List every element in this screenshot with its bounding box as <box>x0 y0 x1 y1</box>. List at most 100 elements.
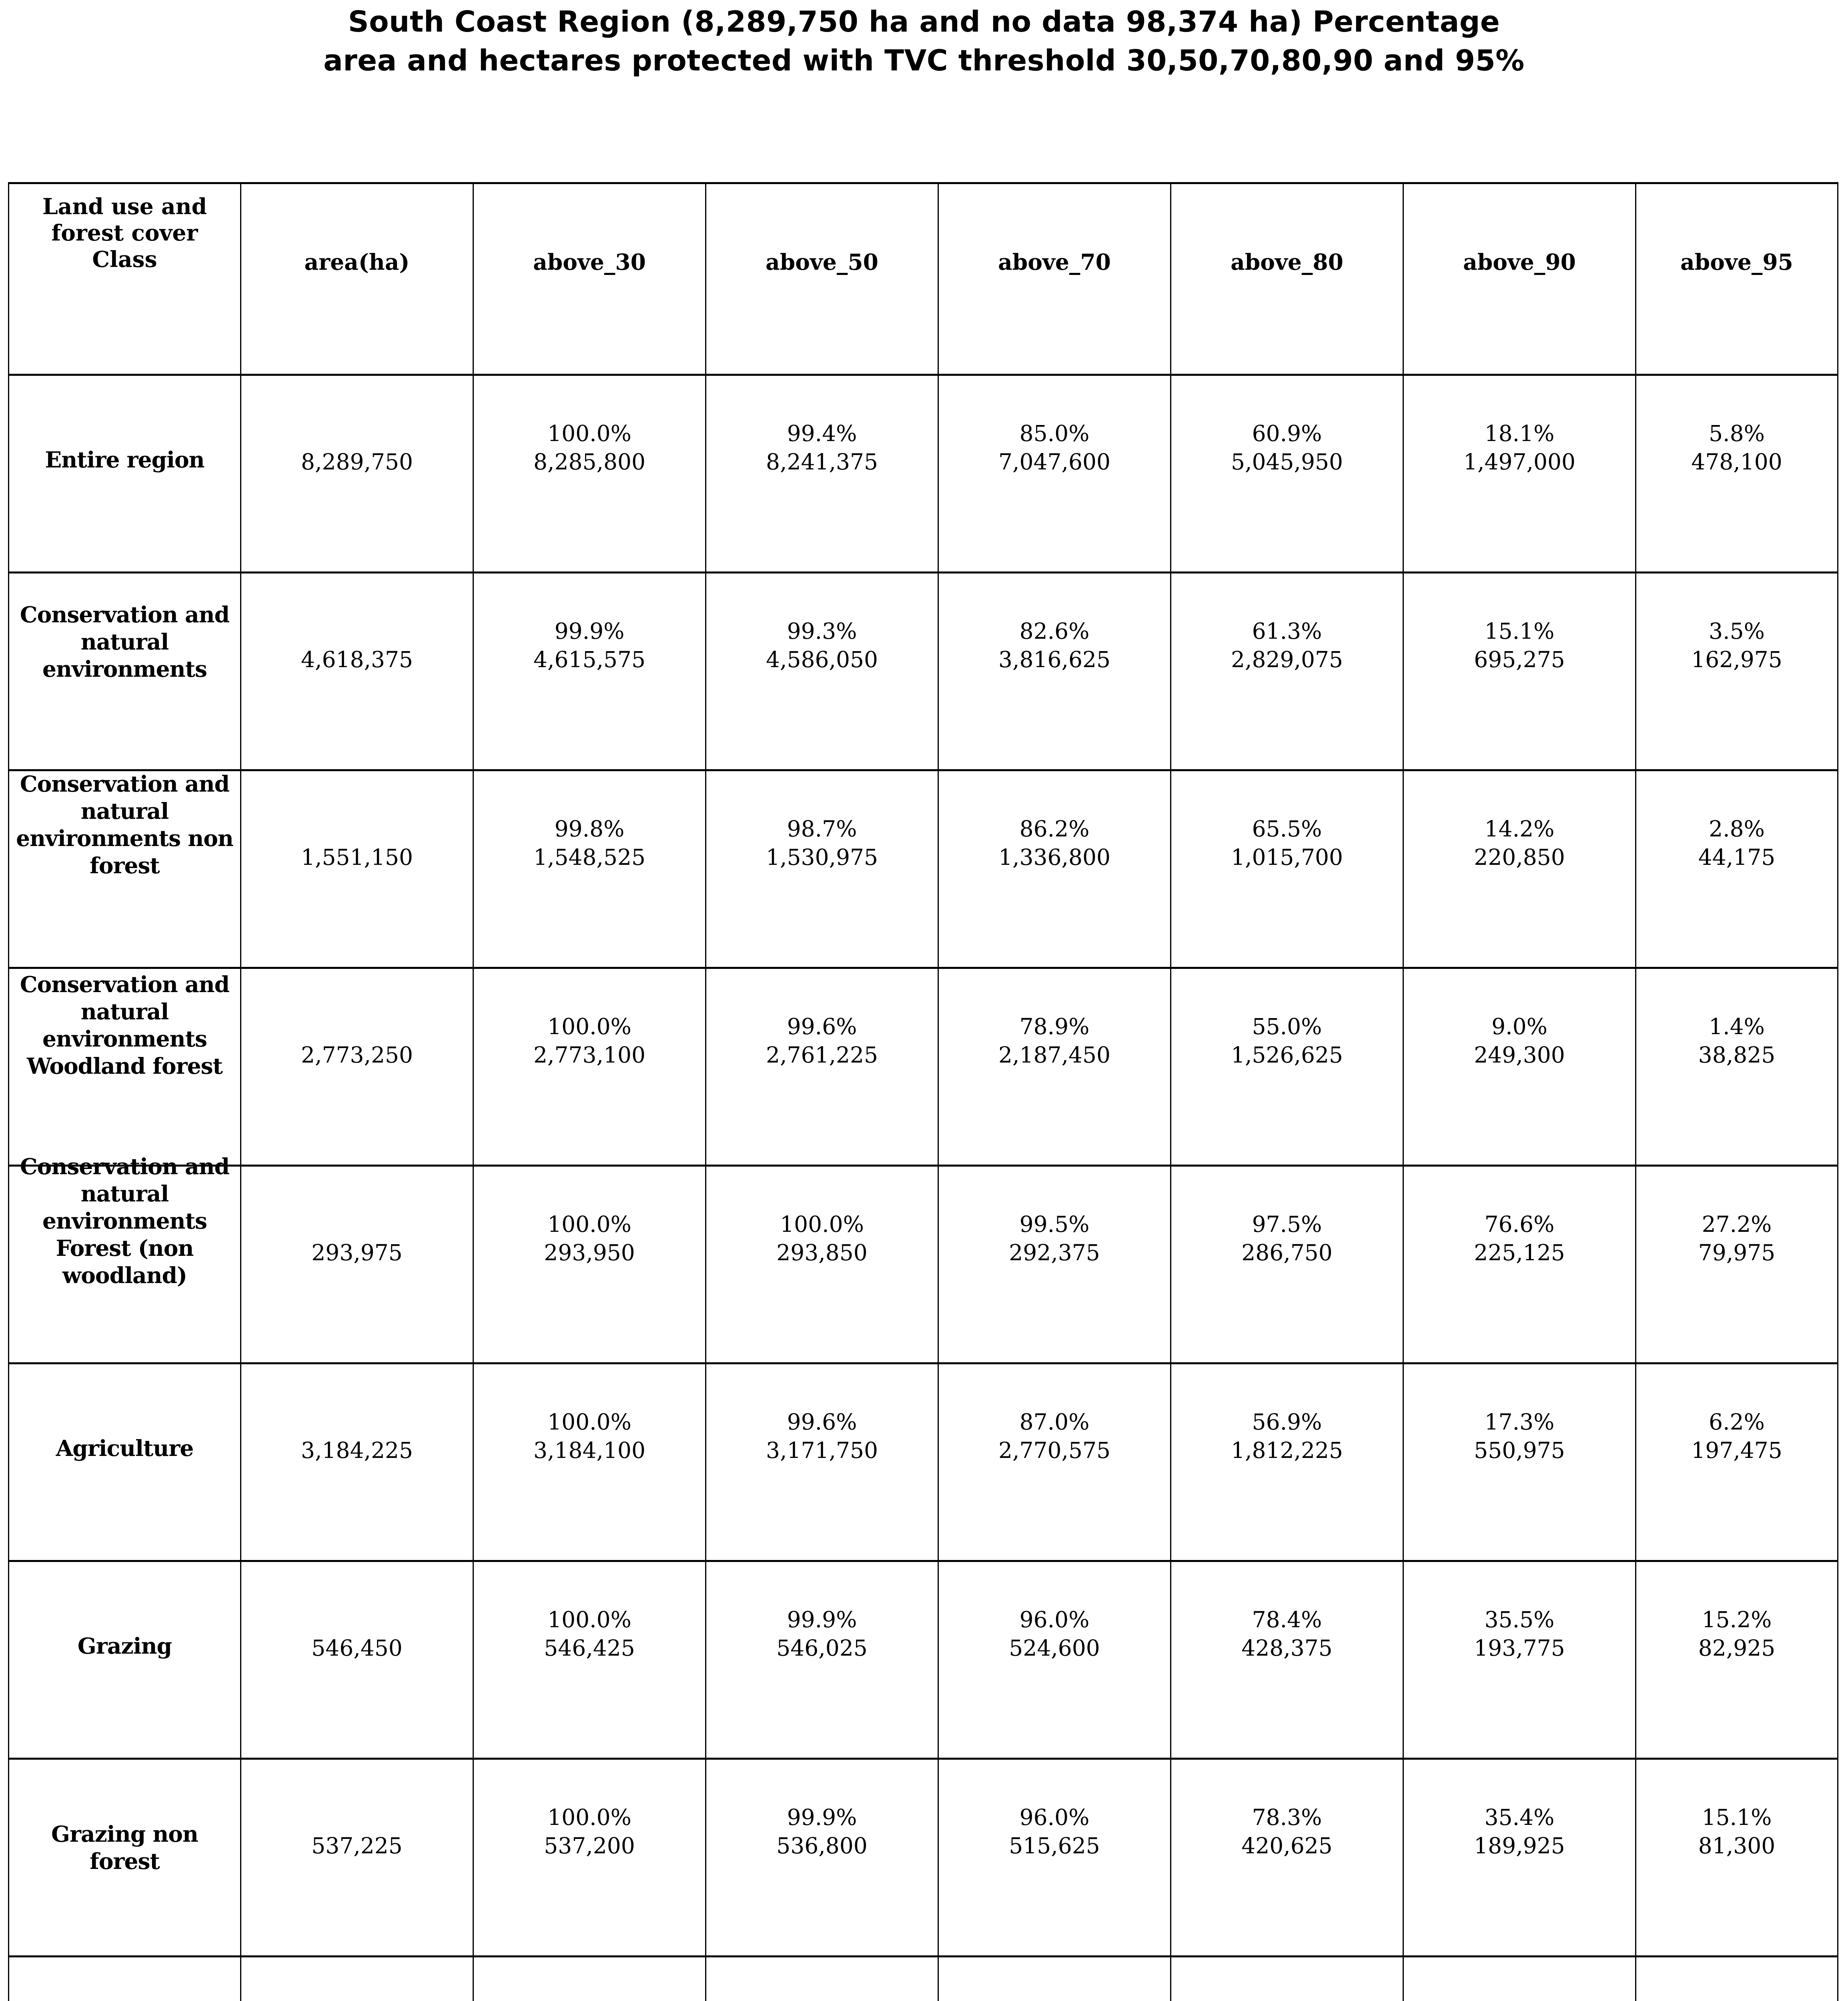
data-cell: 99.3% 4,586,050 <box>706 573 939 769</box>
table-row: Conservation and natural environments no… <box>9 771 1837 969</box>
data-cell: 100.0% 2,773,100 <box>474 969 706 1165</box>
header-cell-area(ha): area(ha) <box>241 184 474 374</box>
percent-value: 27.2% <box>1702 1211 1772 1237</box>
area-cell: 1,551,150 <box>241 771 474 967</box>
data-cell: 99.6% 3,171,750 <box>706 1364 939 1560</box>
data-cell: 87.0% 2,770,575 <box>939 1364 1171 1560</box>
area-cell: 2,773,250 <box>241 969 474 1165</box>
data-cell: 99.8% 1,548,525 <box>474 771 706 967</box>
percent-value: 98.7% <box>787 816 857 842</box>
percent-value: 99.6% <box>787 1409 857 1435</box>
data-cell: 82.6% 3,816,625 <box>939 573 1171 769</box>
hectares-value: 1,548,525 <box>533 844 645 870</box>
hectares-value: 3,171,750 <box>766 1438 878 1463</box>
row-label-cell: Grazing <box>9 1562 241 1758</box>
column-header-label: above_50 <box>766 249 878 275</box>
data-cell: 86.2% 1,336,800 <box>939 771 1171 967</box>
column-header-label: area(ha) <box>304 249 410 275</box>
percent-value: 100.0% <box>547 421 631 446</box>
hectares-value: 2,773,100 <box>533 1042 645 1068</box>
percent-value: 14.2% <box>1484 816 1555 842</box>
hectares-value: 2,187,450 <box>998 1042 1110 1068</box>
percent-value: 56.9% <box>1252 1409 1322 1435</box>
hectares-value: 293,950 <box>544 1240 635 1265</box>
data-cell: 9.0% 249,300 <box>1404 969 1636 1165</box>
hectares-value: 193,775 <box>1474 1635 1565 1661</box>
data-cell: 3.5% 162,975 <box>1636 573 1837 769</box>
area-value: 3,184,225 <box>301 1438 413 1463</box>
data-cell: 15.1% 81,300 <box>1636 1760 1837 1955</box>
header-cell-above_30: above_30 <box>474 184 706 374</box>
data-cell: 85.1%2,235,675 <box>939 1957 1171 2001</box>
data-cell: 14.2% 220,850 <box>1404 771 1636 967</box>
hectares-value: 82,925 <box>1698 1635 1776 1661</box>
table-row: Agriculture 3,184,225 100.0% 3,184,100 99.6%… <box>9 1364 1837 1562</box>
hectares-value: 4,615,575 <box>533 647 645 672</box>
data-cell: 100.0% 537,200 <box>474 1760 706 1955</box>
data-cell: 18.1% 1,497,000 <box>1404 376 1636 571</box>
data-cell: 99.9% 4,615,575 <box>474 573 706 769</box>
percent-value: 9.0% <box>1491 1014 1547 1039</box>
data-cell: 13.4%351,450 <box>1404 1957 1636 2001</box>
percent-value: 1.4% <box>1709 1014 1765 1039</box>
percent-value: 99.9% <box>554 618 625 644</box>
hectares-value: 38,825 <box>1698 1042 1776 1068</box>
data-cell: 100.0% 293,950 <box>474 1167 706 1362</box>
table-row: Conservation and natural environments Wo… <box>9 969 1837 1167</box>
data-cell: 96.0% 524,600 <box>939 1562 1171 1758</box>
hectares-value: 249,300 <box>1474 1042 1565 1068</box>
percent-value: 61.3% <box>1252 618 1322 644</box>
percent-value: 60.9% <box>1252 421 1322 446</box>
hectares-value: 8,285,800 <box>533 449 645 475</box>
hectares-value: 1,497,000 <box>1463 449 1575 475</box>
area-value: 1,551,150 <box>301 844 413 870</box>
percent-value: 5.8% <box>1709 421 1765 446</box>
hectares-value: 2,761,225 <box>766 1042 878 1068</box>
area-value: 2,773,250 <box>301 1042 413 1068</box>
row-label-cell: Conservation and natural environments no… <box>9 771 241 967</box>
column-header-label: above_80 <box>1231 249 1343 275</box>
percent-value: 96.0% <box>1019 1607 1090 1632</box>
table-row: Entire region 8,289,750 100.0% 8,285,800 99.… <box>9 376 1837 573</box>
percent-value: 78.4% <box>1252 1607 1322 1632</box>
percent-value: 100.0% <box>547 1607 631 1632</box>
percent-value: 99.9% <box>787 1805 857 1830</box>
row-label-cell: Cropping <box>9 1957 241 2001</box>
percent-value: 15.1% <box>1702 1805 1772 1830</box>
percent-value: 18.1% <box>1484 421 1555 446</box>
row-label-cell: Conservation and natural environments Wo… <box>9 969 241 1165</box>
table-header-row: Land use and forest cover Class area(ha) a… <box>9 184 1837 376</box>
data-cell: 78.9% 2,187,450 <box>939 969 1171 1165</box>
header-class-label: Land use and forest cover Class <box>42 193 207 272</box>
percent-value: 35.5% <box>1484 1607 1555 1632</box>
hectares-value: 1,015,700 <box>1231 844 1343 870</box>
data-cell: 5.8% 478,100 <box>1636 376 1837 571</box>
hectares-value: 1,336,800 <box>998 844 1110 870</box>
table-row: Conservation and natural environments 4,6… <box>9 573 1837 771</box>
percent-value: 82.6% <box>1019 618 1090 644</box>
percent-value: 6.2% <box>1709 1409 1765 1435</box>
data-cell: 76.6% 225,125 <box>1404 1167 1636 1362</box>
header-cell-above_90: above_90 <box>1404 184 1636 374</box>
percent-value: 17.3% <box>1484 1409 1555 1435</box>
header-cell-above_70: above_70 <box>939 184 1171 374</box>
figure-title: South Coast Region (8,289,750 ha and no … <box>323 5 1525 77</box>
table-row: Conservation and natural environments Fo… <box>9 1153 1837 1364</box>
hectares-value: 550,975 <box>1474 1438 1565 1463</box>
percent-value: 99.6% <box>787 1014 857 1039</box>
row-label: Agriculture <box>56 1435 194 1461</box>
hectares-value: 5,045,950 <box>1231 449 1343 475</box>
percent-value: 65.5% <box>1252 816 1322 842</box>
area-cell: 2,627,375 <box>241 1957 474 2001</box>
area-cell: 546,450 <box>241 1562 474 1758</box>
data-cell: 99.5% 292,375 <box>939 1167 1171 1362</box>
area-value: 4,618,375 <box>301 647 413 672</box>
percent-value: 100.0% <box>547 1409 631 1435</box>
hectares-value: 292,375 <box>1009 1240 1100 1265</box>
percent-value: 96.0% <box>1019 1805 1090 1830</box>
row-label-cell: Conservation and natural environments <box>9 573 241 769</box>
percent-value: 99.8% <box>554 816 625 842</box>
percent-value: 99.4% <box>787 421 857 446</box>
percent-value: 15.1% <box>1484 618 1555 644</box>
data-cell: 99.5%2,615,325 <box>706 1957 939 2001</box>
